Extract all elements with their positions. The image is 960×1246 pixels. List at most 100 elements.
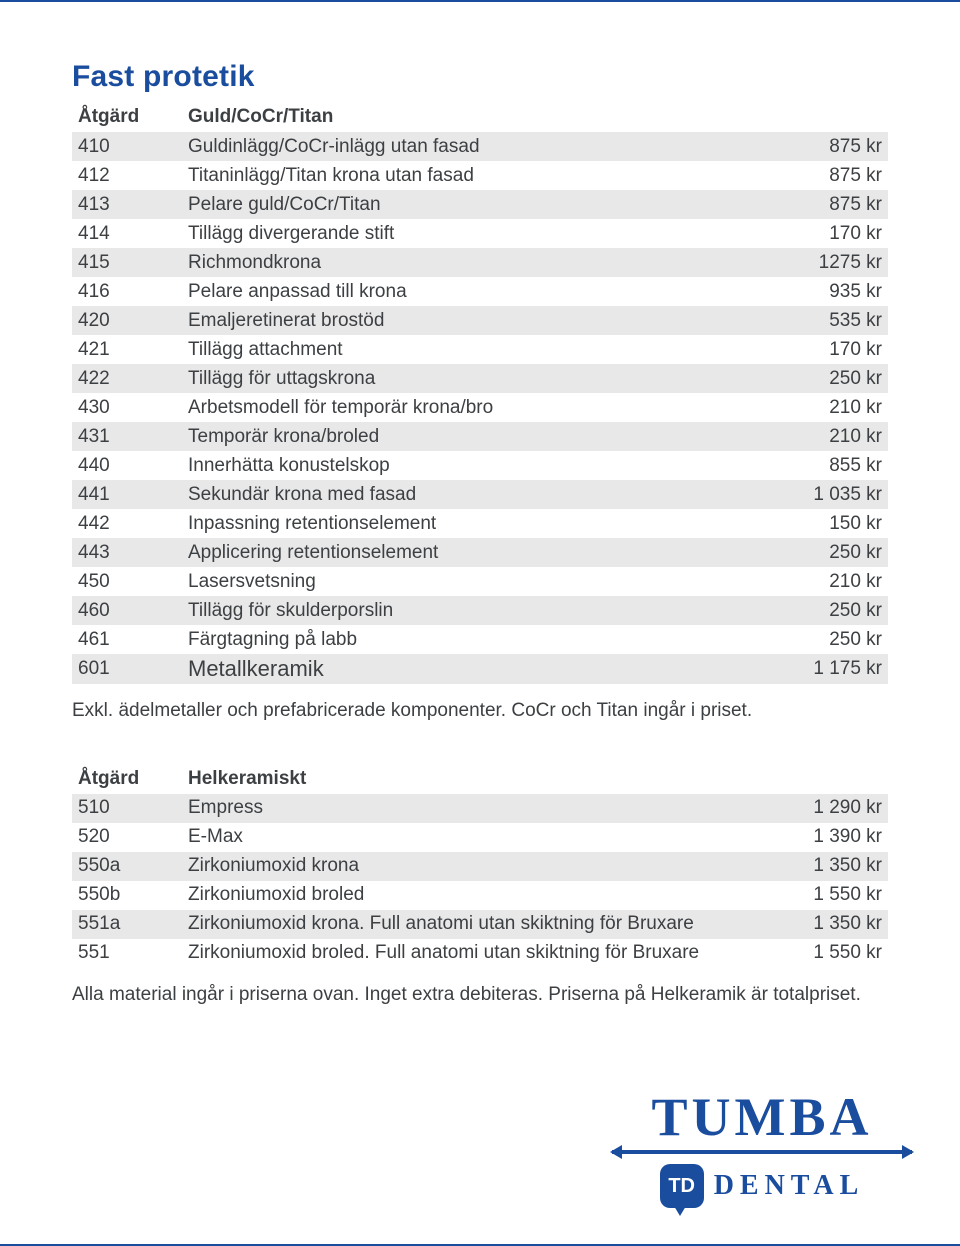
- cell-code: 420: [78, 310, 188, 332]
- table-guld-cocr-titan: Åtgärd Guld/CoCr/Titan 410Guldinlägg/CoC…: [72, 102, 888, 684]
- cell-price: 1 550 kr: [792, 884, 882, 906]
- cell-description: Guldinlägg/CoCr-inlägg utan fasad: [188, 136, 792, 158]
- cell-code: 414: [78, 223, 188, 245]
- cell-price: 1275 kr: [792, 252, 882, 274]
- cell-price: 875 kr: [792, 136, 882, 158]
- logo-rule: [612, 1150, 912, 1154]
- cell-code: 550b: [78, 884, 188, 906]
- cell-price: 170 kr: [792, 223, 882, 245]
- cell-price: 210 kr: [792, 571, 882, 593]
- cell-description: Tillägg attachment: [188, 339, 792, 361]
- cell-description: Innerhätta konustelskop: [188, 455, 792, 477]
- cell-price: 1 175 kr: [792, 658, 882, 680]
- cell-price: 1 290 kr: [792, 797, 882, 819]
- cell-price: 1 390 kr: [792, 826, 882, 848]
- table-row: 420Emaljeretinerat brostöd535 kr: [72, 306, 888, 335]
- header-col-atgard: Åtgärd: [78, 106, 188, 128]
- page-title: Fast protetik: [72, 60, 888, 94]
- cell-code: 551a: [78, 913, 188, 935]
- cell-price: 250 kr: [792, 600, 882, 622]
- table-header: Åtgärd Helkeramiskt: [72, 764, 888, 794]
- table-row: 413Pelare guld/CoCr/Titan875 kr: [72, 190, 888, 219]
- cell-description: Applicering retentionselement: [188, 542, 792, 564]
- logo-brand: TUMBA: [612, 1090, 912, 1144]
- note-exkl-adelmetaller: Exkl. ädelmetaller och prefabricerade ko…: [72, 698, 888, 724]
- cell-price: 875 kr: [792, 165, 882, 187]
- cell-code: 450: [78, 571, 188, 593]
- cell-code: 601: [78, 658, 188, 680]
- cell-description: Emaljeretinerat brostöd: [188, 310, 792, 332]
- cell-price: 1 550 kr: [792, 942, 882, 964]
- cell-description: E-Max: [188, 826, 792, 848]
- note-alla-material: Alla material ingår i priserna ovan. Ing…: [72, 982, 888, 1008]
- table-row: 421Tillägg attachment170 kr: [72, 335, 888, 364]
- cell-price: 210 kr: [792, 397, 882, 419]
- cell-price: 1 035 kr: [792, 484, 882, 506]
- tumba-dental-logo: TUMBA TD DENTAL: [612, 1090, 912, 1208]
- cell-code: 430: [78, 397, 188, 419]
- cell-code: 410: [78, 136, 188, 158]
- table-row: 414Tillägg divergerande stift170 kr: [72, 219, 888, 248]
- cell-description: Tillägg för uttagskrona: [188, 368, 792, 390]
- logo-subline: TD DENTAL: [612, 1164, 912, 1208]
- page-content: Fast protetik Åtgärd Guld/CoCr/Titan 410…: [0, 2, 960, 1007]
- cell-price: 935 kr: [792, 281, 882, 303]
- header-col-atgard: Åtgärd: [78, 768, 188, 790]
- cell-code: 440: [78, 455, 188, 477]
- table-row: 422Tillägg för uttagskrona250 kr: [72, 364, 888, 393]
- logo-badge: TD: [660, 1164, 704, 1208]
- cell-description: Färgtagning på labb: [188, 629, 792, 651]
- cell-price: 170 kr: [792, 339, 882, 361]
- cell-description: Lasersvetsning: [188, 571, 792, 593]
- cell-code: 550a: [78, 855, 188, 877]
- cell-price: 1 350 kr: [792, 913, 882, 935]
- cell-code: 442: [78, 513, 188, 535]
- cell-code: 413: [78, 194, 188, 216]
- cell-code: 415: [78, 252, 188, 274]
- cell-code: 441: [78, 484, 188, 506]
- table-body: 410Guldinlägg/CoCr-inlägg utan fasad875 …: [72, 132, 888, 684]
- cell-price: 250 kr: [792, 542, 882, 564]
- table-row: 450Lasersvetsning210 kr: [72, 567, 888, 596]
- cell-code: 431: [78, 426, 188, 448]
- table-row: 550aZirkoniumoxid krona1 350 kr: [72, 852, 888, 881]
- table-row: 412Titaninlägg/Titan krona utan fasad875…: [72, 161, 888, 190]
- table-row: 510Empress1 290 kr: [72, 794, 888, 823]
- cell-price: 1 350 kr: [792, 855, 882, 877]
- table-row: 550bZirkoniumoxid broled1 550 kr: [72, 881, 888, 910]
- table-helkeramiskt: Åtgärd Helkeramiskt 510Empress1 290 kr52…: [72, 764, 888, 968]
- table-row: 440Innerhätta konustelskop855 kr: [72, 451, 888, 480]
- cell-description: Pelare anpassad till krona: [188, 281, 792, 303]
- logo-subtitle: DENTAL: [714, 1170, 865, 1202]
- table-body: 510Empress1 290 kr520E-Max1 390 kr550aZi…: [72, 794, 888, 968]
- table-row: 410Guldinlägg/CoCr-inlägg utan fasad875 …: [72, 132, 888, 161]
- cell-price: 535 kr: [792, 310, 882, 332]
- cell-description: Sekundär krona med fasad: [188, 484, 792, 506]
- cell-description: Empress: [188, 797, 792, 819]
- cell-description: Tillägg divergerande stift: [188, 223, 792, 245]
- cell-code: 443: [78, 542, 188, 564]
- cell-code: 510: [78, 797, 188, 819]
- cell-code: 412: [78, 165, 188, 187]
- section-gap: [72, 724, 888, 764]
- table-row: 460Tillägg för skulderporslin250 kr: [72, 596, 888, 625]
- table-row: 431Temporär krona/broled210 kr: [72, 422, 888, 451]
- cell-price: 855 kr: [792, 455, 882, 477]
- table-row: 551Zirkoniumoxid broled. Full anatomi ut…: [72, 939, 888, 968]
- cell-description: Zirkoniumoxid broled: [188, 884, 792, 906]
- table-row: 461Färgtagning på labb250 kr: [72, 625, 888, 654]
- cell-code: 551: [78, 942, 188, 964]
- cell-description: Zirkoniumoxid krona: [188, 855, 792, 877]
- table-row: 416Pelare anpassad till krona935 kr: [72, 277, 888, 306]
- cell-code: 422: [78, 368, 188, 390]
- cell-description: Tillägg för skulderporslin: [188, 600, 792, 622]
- cell-description: Temporär krona/broled: [188, 426, 792, 448]
- table-row: 415Richmondkrona1275 kr: [72, 248, 888, 277]
- cell-description: Richmondkrona: [188, 252, 792, 274]
- cell-description: Titaninlägg/Titan krona utan fasad: [188, 165, 792, 187]
- table-row: 442Inpassning retentionselement150 kr: [72, 509, 888, 538]
- table-row: 520E-Max1 390 kr: [72, 823, 888, 852]
- cell-code: 421: [78, 339, 188, 361]
- header-col-material: Helkeramiskt: [188, 768, 882, 790]
- table-row: 443Applicering retentionselement250 kr: [72, 538, 888, 567]
